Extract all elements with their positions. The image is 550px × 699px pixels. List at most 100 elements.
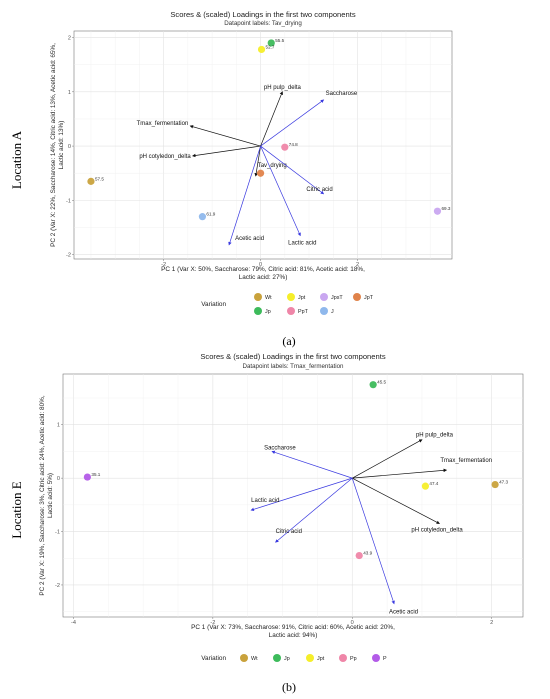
score-point-label: 57.5 <box>95 176 104 181</box>
legend-key-jpt <box>353 293 361 301</box>
loading-label-ph-pulp-delta: pH pulp_delta <box>264 85 302 91</box>
loading-label-acetic-acid: Acetic acid <box>235 236 264 242</box>
score-point-label: 47.3 <box>499 480 508 485</box>
chart-title: Scores & (scaled) Loadings in the first … <box>170 10 355 19</box>
y-tick-label: -2 <box>66 253 71 259</box>
legend-label-p: P <box>383 656 387 662</box>
loading-label-ph-cotyledon-delta: pH cotyledon_delta <box>139 154 191 160</box>
loading-label-tmax-fermentation: Tmax_fermentation <box>440 458 492 464</box>
score-point-jpt <box>421 482 430 490</box>
loading-arrow-citric-acid <box>275 477 353 543</box>
panel-b: Scores & (scaled) Loadings in the first … <box>39 352 524 662</box>
x-tick-label: -2 <box>210 620 215 626</box>
loading-arrow-citric-acid <box>260 145 325 195</box>
legend-label-pp: Pp <box>350 656 357 662</box>
legend-key-ppt <box>287 307 295 315</box>
y-tick-label: 0 <box>68 144 71 150</box>
legend-key-jp <box>254 307 262 315</box>
legend-label-wt: Wt <box>251 656 258 662</box>
score-point-label: 52.7 <box>266 44 275 49</box>
score-point-label: 47.4 <box>429 481 438 486</box>
score-point-label: 35.1 <box>91 472 100 477</box>
loading-arrow-acetic-acid <box>228 145 261 246</box>
chart-title: Scores & (scaled) Loadings in the first … <box>200 352 385 361</box>
legend-label-jpt: Jpt <box>317 656 325 662</box>
legend-key-p <box>372 654 380 662</box>
chart-subtitle: Datapoint labels: Tav_drying <box>224 20 302 27</box>
x-axis-title: PC 1 (Var X: 50%, Saccharose: 79%, Citri… <box>161 266 365 281</box>
legend-title: Variation <box>201 301 226 308</box>
legend-label-j: J <box>331 309 334 315</box>
score-point-label: 43.9 <box>363 551 372 556</box>
legend-key-jpt <box>306 654 314 662</box>
score-point-wt <box>491 480 499 489</box>
loading-arrow-ph-pulp-delta <box>352 439 423 479</box>
x-tick-label: 2 <box>490 620 493 626</box>
loading-label-citric-acid: Citric acid <box>276 529 302 535</box>
loading-arrow-tmax-fermentation <box>189 125 261 147</box>
loading-label-saccharose: Saccharose <box>326 91 358 97</box>
score-point-ppt <box>281 143 289 151</box>
legend-key-wt <box>254 293 262 301</box>
legend-key-jpt <box>287 293 295 301</box>
panel-tag-a: (a) <box>282 334 295 348</box>
loading-label-ph-pulp-delta: pH pulp_delta <box>416 433 454 439</box>
legend-label-jpt: JpT <box>364 295 374 301</box>
legend-label-jpt: Jpt <box>298 295 306 301</box>
loading-arrow-lactic-acid <box>250 477 353 512</box>
loading-label-saccharose: Saccharose <box>264 445 296 451</box>
x-axis-title: PC 1 (Var X: 73%, Saccharose: 91%, Citri… <box>191 624 395 639</box>
loading-label-tav-drying: Tav_drying <box>258 163 287 169</box>
score-point-jp <box>369 381 377 389</box>
loading-label-lactic-acid: Lactic acid <box>251 498 279 504</box>
y-tick-label: 0 <box>57 476 60 482</box>
y-tick-label: 1 <box>57 423 60 429</box>
score-point-label: 55.5 <box>275 38 284 43</box>
panel-tag-b: (b) <box>282 680 296 694</box>
loading-arrow-ph-cotyledon-delta <box>352 477 440 524</box>
x-tick-label: 0 <box>351 620 354 626</box>
loading-label-acetic-acid: Acetic acid <box>389 610 418 616</box>
y-tick-label: -1 <box>66 198 71 204</box>
score-point-jpst <box>433 207 442 215</box>
row-label-e: Location E <box>9 481 24 538</box>
loading-arrow-saccharose <box>271 450 353 479</box>
plot-area <box>73 30 453 260</box>
y-tick-label: 2 <box>68 36 71 42</box>
score-point-label: 45.5 <box>377 380 386 385</box>
score-point-label: 69.3 <box>441 206 450 211</box>
score-point-jpt <box>257 45 266 54</box>
score-point-j <box>198 213 207 221</box>
loading-label-tmax-fermentation: Tmax_fermentation <box>137 121 189 127</box>
y-tick-label: -2 <box>55 583 60 589</box>
x-tick-label: -2 <box>161 262 166 268</box>
legend-key-jp <box>273 654 281 662</box>
loading-arrow-tav-drying <box>254 146 261 177</box>
legend-key-pp <box>339 654 347 662</box>
chart-subtitle: Datapoint labels: Tmax_fermentation <box>242 363 344 370</box>
loading-label-ph-cotyledon-delta: pH cotyledon_delta <box>411 528 463 534</box>
x-tick-label: -4 <box>71 620 76 626</box>
score-point-pp <box>355 551 363 560</box>
legend-label-jpst: JpsT <box>331 295 343 301</box>
y-axis-title: PC 2 (Var X: 22%, Saccharose: 14%, Citri… <box>50 43 65 247</box>
loading-arrow-lactic-acid <box>260 145 301 237</box>
loading-arrow-ph-cotyledon-delta <box>192 145 261 158</box>
loading-label-citric-acid: Citric acid <box>306 187 332 193</box>
legend-key-wt <box>240 654 248 662</box>
x-tick-label: 0 <box>259 262 262 268</box>
loading-arrow-tmax-fermentation <box>352 468 448 479</box>
legend-label-ppt: PpT <box>298 309 309 315</box>
loading-label-lactic-acid: Lactic acid <box>288 241 316 247</box>
plot-area <box>62 373 524 618</box>
legend-key-j <box>320 307 328 315</box>
loading-arrow-acetic-acid <box>351 478 395 605</box>
score-point-label: 74.8 <box>289 142 298 147</box>
y-tick-label: -1 <box>55 530 60 536</box>
row-label-a: Location A <box>9 130 24 189</box>
legend-label-jp: Jp <box>284 656 290 662</box>
score-point-jp <box>267 39 275 47</box>
legend-title: Variation <box>201 655 226 662</box>
score-point-wt <box>87 177 95 185</box>
